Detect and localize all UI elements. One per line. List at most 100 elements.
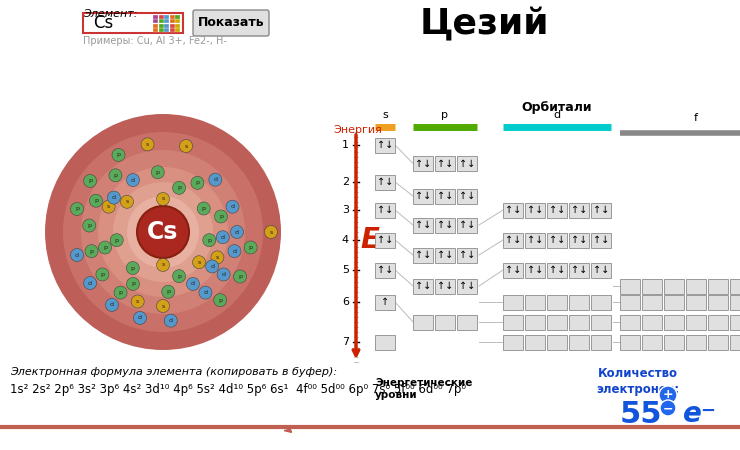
Bar <box>620 315 640 329</box>
Text: ↑↓: ↑↓ <box>505 265 521 275</box>
Text: ↑↓: ↑↓ <box>571 205 587 215</box>
Text: p: p <box>75 207 79 212</box>
Text: p: p <box>249 245 252 250</box>
Text: 6: 6 <box>342 297 349 307</box>
Bar <box>175 19 180 23</box>
Bar <box>664 315 684 329</box>
Bar <box>620 279 640 293</box>
Text: ↑↓: ↑↓ <box>415 158 431 168</box>
Text: p: p <box>442 110 448 120</box>
Circle shape <box>63 132 263 332</box>
Bar <box>435 156 455 171</box>
Bar <box>591 202 611 217</box>
Circle shape <box>217 268 230 281</box>
Bar <box>153 14 158 18</box>
Text: ↑↓: ↑↓ <box>437 281 453 291</box>
Bar <box>503 262 523 278</box>
Bar <box>569 294 589 310</box>
Bar <box>686 315 706 329</box>
Bar <box>730 315 740 329</box>
Bar <box>164 14 169 18</box>
Bar <box>503 233 523 248</box>
Circle shape <box>226 200 239 213</box>
Text: s: s <box>107 204 110 209</box>
Text: s: s <box>161 197 164 202</box>
Bar <box>620 334 640 350</box>
Bar <box>375 233 395 248</box>
Text: ↑↓: ↑↓ <box>415 191 431 201</box>
Bar <box>503 294 523 310</box>
Bar <box>457 315 477 329</box>
Text: ↑↓: ↑↓ <box>527 265 543 275</box>
Circle shape <box>199 286 212 299</box>
Circle shape <box>203 234 216 247</box>
Text: p: p <box>131 281 135 287</box>
Bar <box>569 334 589 350</box>
Circle shape <box>81 150 245 314</box>
Text: d: d <box>138 315 142 320</box>
Circle shape <box>127 278 140 290</box>
Bar <box>591 315 611 329</box>
Text: d: d <box>110 302 114 307</box>
Bar <box>413 156 433 171</box>
Text: ↑↓: ↑↓ <box>415 250 431 260</box>
Text: s: s <box>269 230 272 234</box>
Text: ↑↓: ↑↓ <box>527 235 543 245</box>
Circle shape <box>121 195 133 208</box>
Circle shape <box>141 138 154 151</box>
Text: p: p <box>219 214 223 219</box>
Bar <box>708 294 728 310</box>
Bar <box>642 279 662 293</box>
Text: ↑↓: ↑↓ <box>571 235 587 245</box>
Bar <box>175 28 180 32</box>
Bar <box>169 28 175 32</box>
Circle shape <box>230 225 243 238</box>
Text: ↑↓: ↑↓ <box>549 235 565 245</box>
Circle shape <box>180 140 192 153</box>
Bar <box>413 217 433 233</box>
Bar <box>730 279 740 293</box>
Bar <box>525 202 545 217</box>
Bar <box>547 334 567 350</box>
Circle shape <box>127 196 199 268</box>
Bar <box>413 279 433 293</box>
Bar <box>153 28 158 32</box>
Circle shape <box>84 175 97 188</box>
Circle shape <box>659 386 677 404</box>
Text: Цезий: Цезий <box>420 7 550 41</box>
Circle shape <box>264 225 278 238</box>
Text: f: f <box>694 113 698 123</box>
Bar <box>664 294 684 310</box>
Bar <box>547 315 567 329</box>
Circle shape <box>131 295 144 308</box>
Bar <box>686 334 706 350</box>
Circle shape <box>214 294 226 307</box>
Circle shape <box>660 400 676 416</box>
Bar <box>730 294 740 310</box>
Bar <box>153 19 158 23</box>
Text: d: d <box>191 281 195 287</box>
Bar <box>169 19 175 23</box>
Bar <box>175 14 180 18</box>
Text: e: e <box>683 400 702 428</box>
Bar <box>169 23 175 27</box>
Text: d: d <box>112 195 116 200</box>
Circle shape <box>106 298 118 311</box>
Circle shape <box>127 174 140 187</box>
Circle shape <box>197 202 210 215</box>
Circle shape <box>98 167 228 297</box>
Bar <box>375 334 395 350</box>
Text: Cs: Cs <box>93 14 113 32</box>
Circle shape <box>84 277 97 289</box>
Text: p: p <box>116 153 121 158</box>
Bar <box>525 233 545 248</box>
Bar <box>708 334 728 350</box>
Text: s: s <box>216 255 219 260</box>
Bar <box>435 217 455 233</box>
Bar <box>620 294 640 310</box>
Bar <box>569 233 589 248</box>
Bar <box>569 315 589 329</box>
Text: p: p <box>156 170 160 175</box>
Text: p: p <box>118 290 123 295</box>
Circle shape <box>156 300 169 312</box>
